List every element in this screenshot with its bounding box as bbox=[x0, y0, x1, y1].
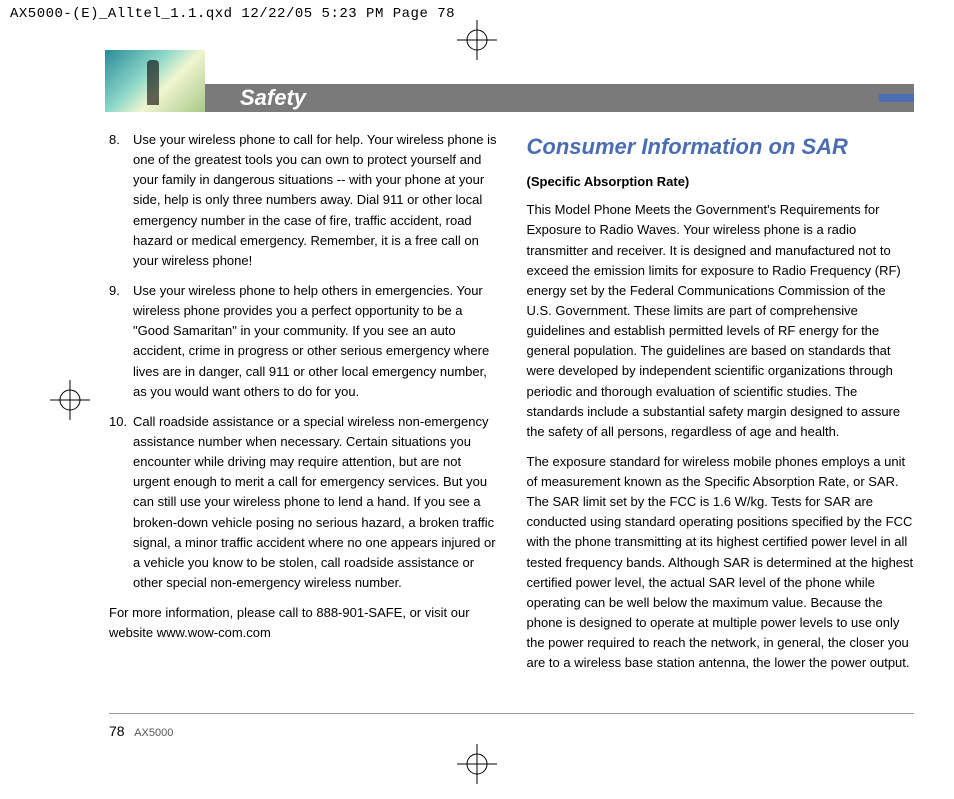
item-text: Call roadside assistance or a special wi… bbox=[133, 412, 497, 593]
sar-paragraph: This Model Phone Meets the Government's … bbox=[527, 200, 915, 442]
item-text: Use your wireless phone to call for help… bbox=[133, 130, 497, 271]
section-header: Safety bbox=[105, 50, 914, 112]
list-item: 10. Call roadside assistance or a specia… bbox=[109, 412, 497, 593]
model-label: AX5000 bbox=[134, 727, 173, 739]
content-columns: 8. Use your wireless phone to call for h… bbox=[105, 130, 914, 683]
item-text: Use your wireless phone to help others i… bbox=[133, 281, 497, 402]
crop-mark-bottom-icon bbox=[457, 744, 497, 784]
item-number: 9. bbox=[109, 281, 133, 402]
footer-divider bbox=[109, 713, 914, 714]
sar-paragraph: The exposure standard for wireless mobil… bbox=[527, 452, 915, 674]
page-content: Safety 8. Use your wireless phone to cal… bbox=[105, 50, 914, 739]
right-column: Consumer Information on SAR (Specific Ab… bbox=[527, 130, 915, 683]
crop-mark-left-icon bbox=[50, 380, 90, 420]
page-footer: 78 AX5000 bbox=[109, 715, 173, 739]
header-image bbox=[105, 50, 205, 112]
sar-heading: Consumer Information on SAR bbox=[527, 130, 915, 164]
list-item: 8. Use your wireless phone to call for h… bbox=[109, 130, 497, 271]
section-title: Safety bbox=[240, 85, 306, 111]
item-number: 8. bbox=[109, 130, 133, 271]
list-item: 9. Use your wireless phone to help other… bbox=[109, 281, 497, 402]
left-column: 8. Use your wireless phone to call for h… bbox=[105, 130, 497, 683]
item-number: 10. bbox=[109, 412, 133, 593]
sar-subheading: (Specific Absorption Rate) bbox=[527, 172, 915, 192]
page-number: 78 bbox=[109, 723, 125, 739]
closing-paragraph: For more information, please call to 888… bbox=[109, 603, 497, 643]
section-title-bar: Safety bbox=[205, 84, 914, 112]
